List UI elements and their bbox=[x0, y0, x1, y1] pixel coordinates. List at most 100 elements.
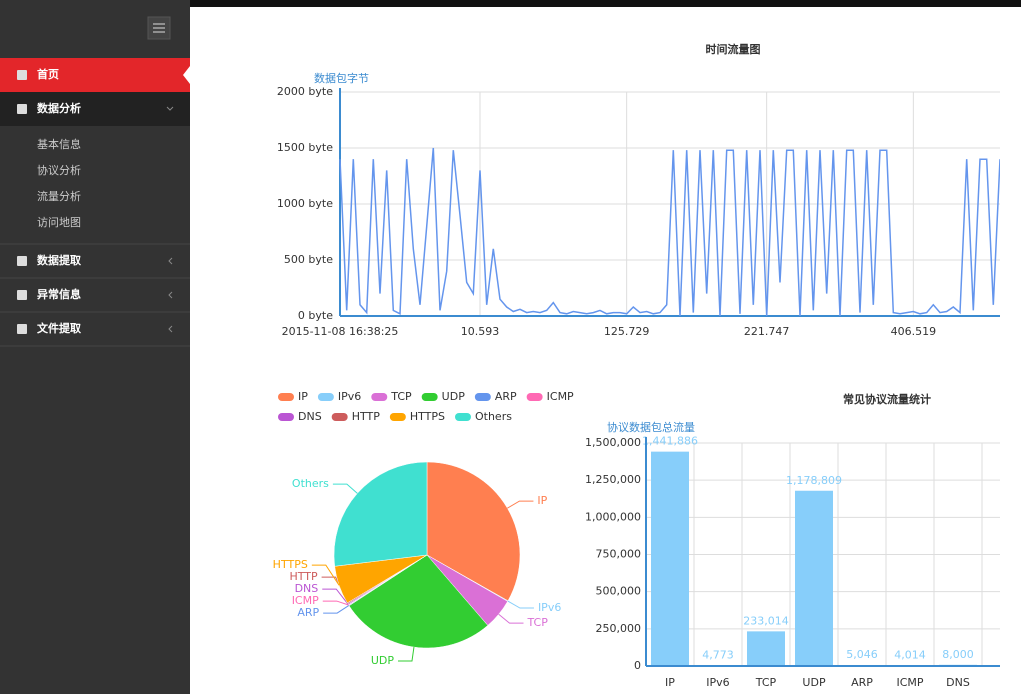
pie-label: HTTPS bbox=[273, 558, 308, 571]
legend-label: UDP bbox=[442, 390, 466, 403]
pie-leader bbox=[322, 600, 349, 606]
menu-chevron bbox=[168, 257, 173, 265]
legend-label: ICMP bbox=[547, 390, 574, 403]
legend-item[interactable]: HTTP bbox=[331, 410, 381, 423]
submenu-item[interactable]: 访问地图 bbox=[37, 216, 81, 229]
x-tick-label: TCP bbox=[755, 676, 777, 689]
submenu-item[interactable]: 基本信息 bbox=[37, 137, 81, 151]
x-tick-label: DNS bbox=[946, 676, 970, 689]
pie-slice[interactable] bbox=[348, 554, 489, 649]
pie-label: IP bbox=[537, 494, 547, 507]
legend-label: IPv6 bbox=[338, 390, 361, 403]
y-tick-label: 500 byte bbox=[284, 253, 333, 266]
menu-toggle[interactable] bbox=[147, 16, 171, 40]
legend-item[interactable]: IP bbox=[278, 390, 308, 403]
pie-slice[interactable] bbox=[426, 461, 521, 602]
menu-item[interactable]: 异常信息 bbox=[17, 287, 173, 301]
menu-label: 异常信息 bbox=[37, 287, 81, 301]
bar-value-label: 4,773 bbox=[702, 648, 734, 661]
bar[interactable] bbox=[747, 631, 785, 666]
menu-item[interactable]: 文件提取 bbox=[17, 321, 173, 335]
pie-leader bbox=[322, 588, 349, 605]
legend-swatch bbox=[317, 393, 334, 401]
menu-item[interactable]: 首页 bbox=[0, 58, 190, 92]
x-tick-label: IP bbox=[665, 676, 675, 689]
x-tick-label: 10.593 bbox=[461, 325, 500, 338]
legend-item[interactable]: IPv6 bbox=[317, 390, 361, 403]
pie-label: IPv6 bbox=[538, 601, 561, 614]
legend-item[interactable]: Others bbox=[454, 410, 512, 423]
menu-icon bbox=[17, 104, 27, 114]
bar-value-label: 4,014 bbox=[894, 648, 926, 661]
legend-label: TCP bbox=[390, 390, 412, 403]
legend-item[interactable]: ARP bbox=[474, 390, 517, 403]
toggle-icon bbox=[153, 23, 165, 33]
legend-label: HTTP bbox=[352, 410, 381, 423]
menu-item[interactable]: 数据分析 bbox=[0, 92, 190, 126]
legend-item[interactable]: DNS bbox=[278, 410, 322, 423]
y-tick-label: 1,000,000 bbox=[585, 510, 641, 523]
y-axis-label: 协议数据包总流量 bbox=[607, 420, 695, 434]
menu-label: 文件提取 bbox=[37, 321, 81, 335]
pie-label: UDP bbox=[371, 654, 395, 667]
chart-title: 常见协议流量统计 bbox=[843, 392, 931, 406]
menu-icon bbox=[17, 324, 27, 334]
y-tick-label: 750,000 bbox=[596, 548, 642, 561]
legend-label: ARP bbox=[495, 390, 517, 403]
menu-icon bbox=[17, 70, 27, 80]
x-tick-label: 125.729 bbox=[604, 325, 650, 338]
pie-leader bbox=[311, 564, 340, 586]
y-tick-label: 1500 byte bbox=[277, 141, 333, 154]
legend-item[interactable]: ICMP bbox=[526, 390, 574, 403]
bar-value-label: 1,178,809 bbox=[786, 474, 842, 487]
legend-swatch bbox=[421, 393, 438, 401]
bar[interactable] bbox=[795, 490, 833, 666]
menu-item[interactable]: 数据提取 bbox=[17, 253, 173, 267]
y-tick-label: 1,250,000 bbox=[585, 473, 641, 486]
pie-label: ICMP bbox=[292, 594, 319, 607]
legend-swatch bbox=[278, 413, 294, 421]
pie-label: ARP bbox=[297, 606, 319, 619]
chart-title: 时间流量图 bbox=[706, 42, 761, 56]
legend-label: HTTPS bbox=[410, 410, 445, 423]
submenu-item[interactable]: 协议分析 bbox=[37, 163, 81, 177]
x-tick-label: ICMP bbox=[896, 676, 923, 689]
submenu-item[interactable]: 流量分析 bbox=[37, 189, 81, 203]
menu-chevron bbox=[168, 291, 173, 299]
x-tick-label: 2015-11-08 16:38:25 bbox=[282, 325, 399, 338]
menu-chevron bbox=[166, 106, 174, 111]
legend-item[interactable]: UDP bbox=[421, 390, 466, 403]
menu-icon bbox=[17, 256, 27, 266]
y-tick-label: 1000 byte bbox=[277, 197, 333, 210]
y-tick-label: 1,500,000 bbox=[585, 436, 641, 449]
legend-item[interactable]: TCP bbox=[371, 390, 412, 403]
legend-swatch bbox=[278, 393, 294, 401]
traffic-line bbox=[339, 147, 1000, 317]
y-tick-label: 2000 byte bbox=[277, 85, 333, 98]
bar-value-label: 8,000 bbox=[942, 648, 974, 661]
pie-slice[interactable] bbox=[333, 461, 428, 567]
bar-value-label: 5,046 bbox=[846, 648, 878, 661]
bar[interactable] bbox=[651, 451, 689, 666]
x-tick-label: IPv6 bbox=[706, 676, 729, 689]
pie-leader bbox=[507, 500, 534, 509]
x-tick-label: ARP bbox=[851, 676, 873, 689]
legend-item[interactable]: HTTPS bbox=[389, 410, 445, 423]
legend-label: IP bbox=[298, 390, 308, 403]
legend-label: DNS bbox=[298, 410, 322, 423]
y-tick-label: 500,000 bbox=[596, 585, 642, 598]
legend-swatch bbox=[474, 393, 491, 401]
x-tick-label: 221.747 bbox=[744, 325, 790, 338]
menu-label: 数据分析 bbox=[37, 101, 81, 115]
top-bar bbox=[0, 0, 1021, 7]
menu-icon bbox=[17, 290, 27, 300]
legend-swatch bbox=[454, 413, 471, 421]
bar-value-label: 233,014 bbox=[743, 614, 789, 627]
menu-chevron bbox=[168, 325, 173, 333]
legend-swatch bbox=[331, 413, 348, 421]
y-axis-label: 数据包字节 bbox=[314, 71, 369, 85]
